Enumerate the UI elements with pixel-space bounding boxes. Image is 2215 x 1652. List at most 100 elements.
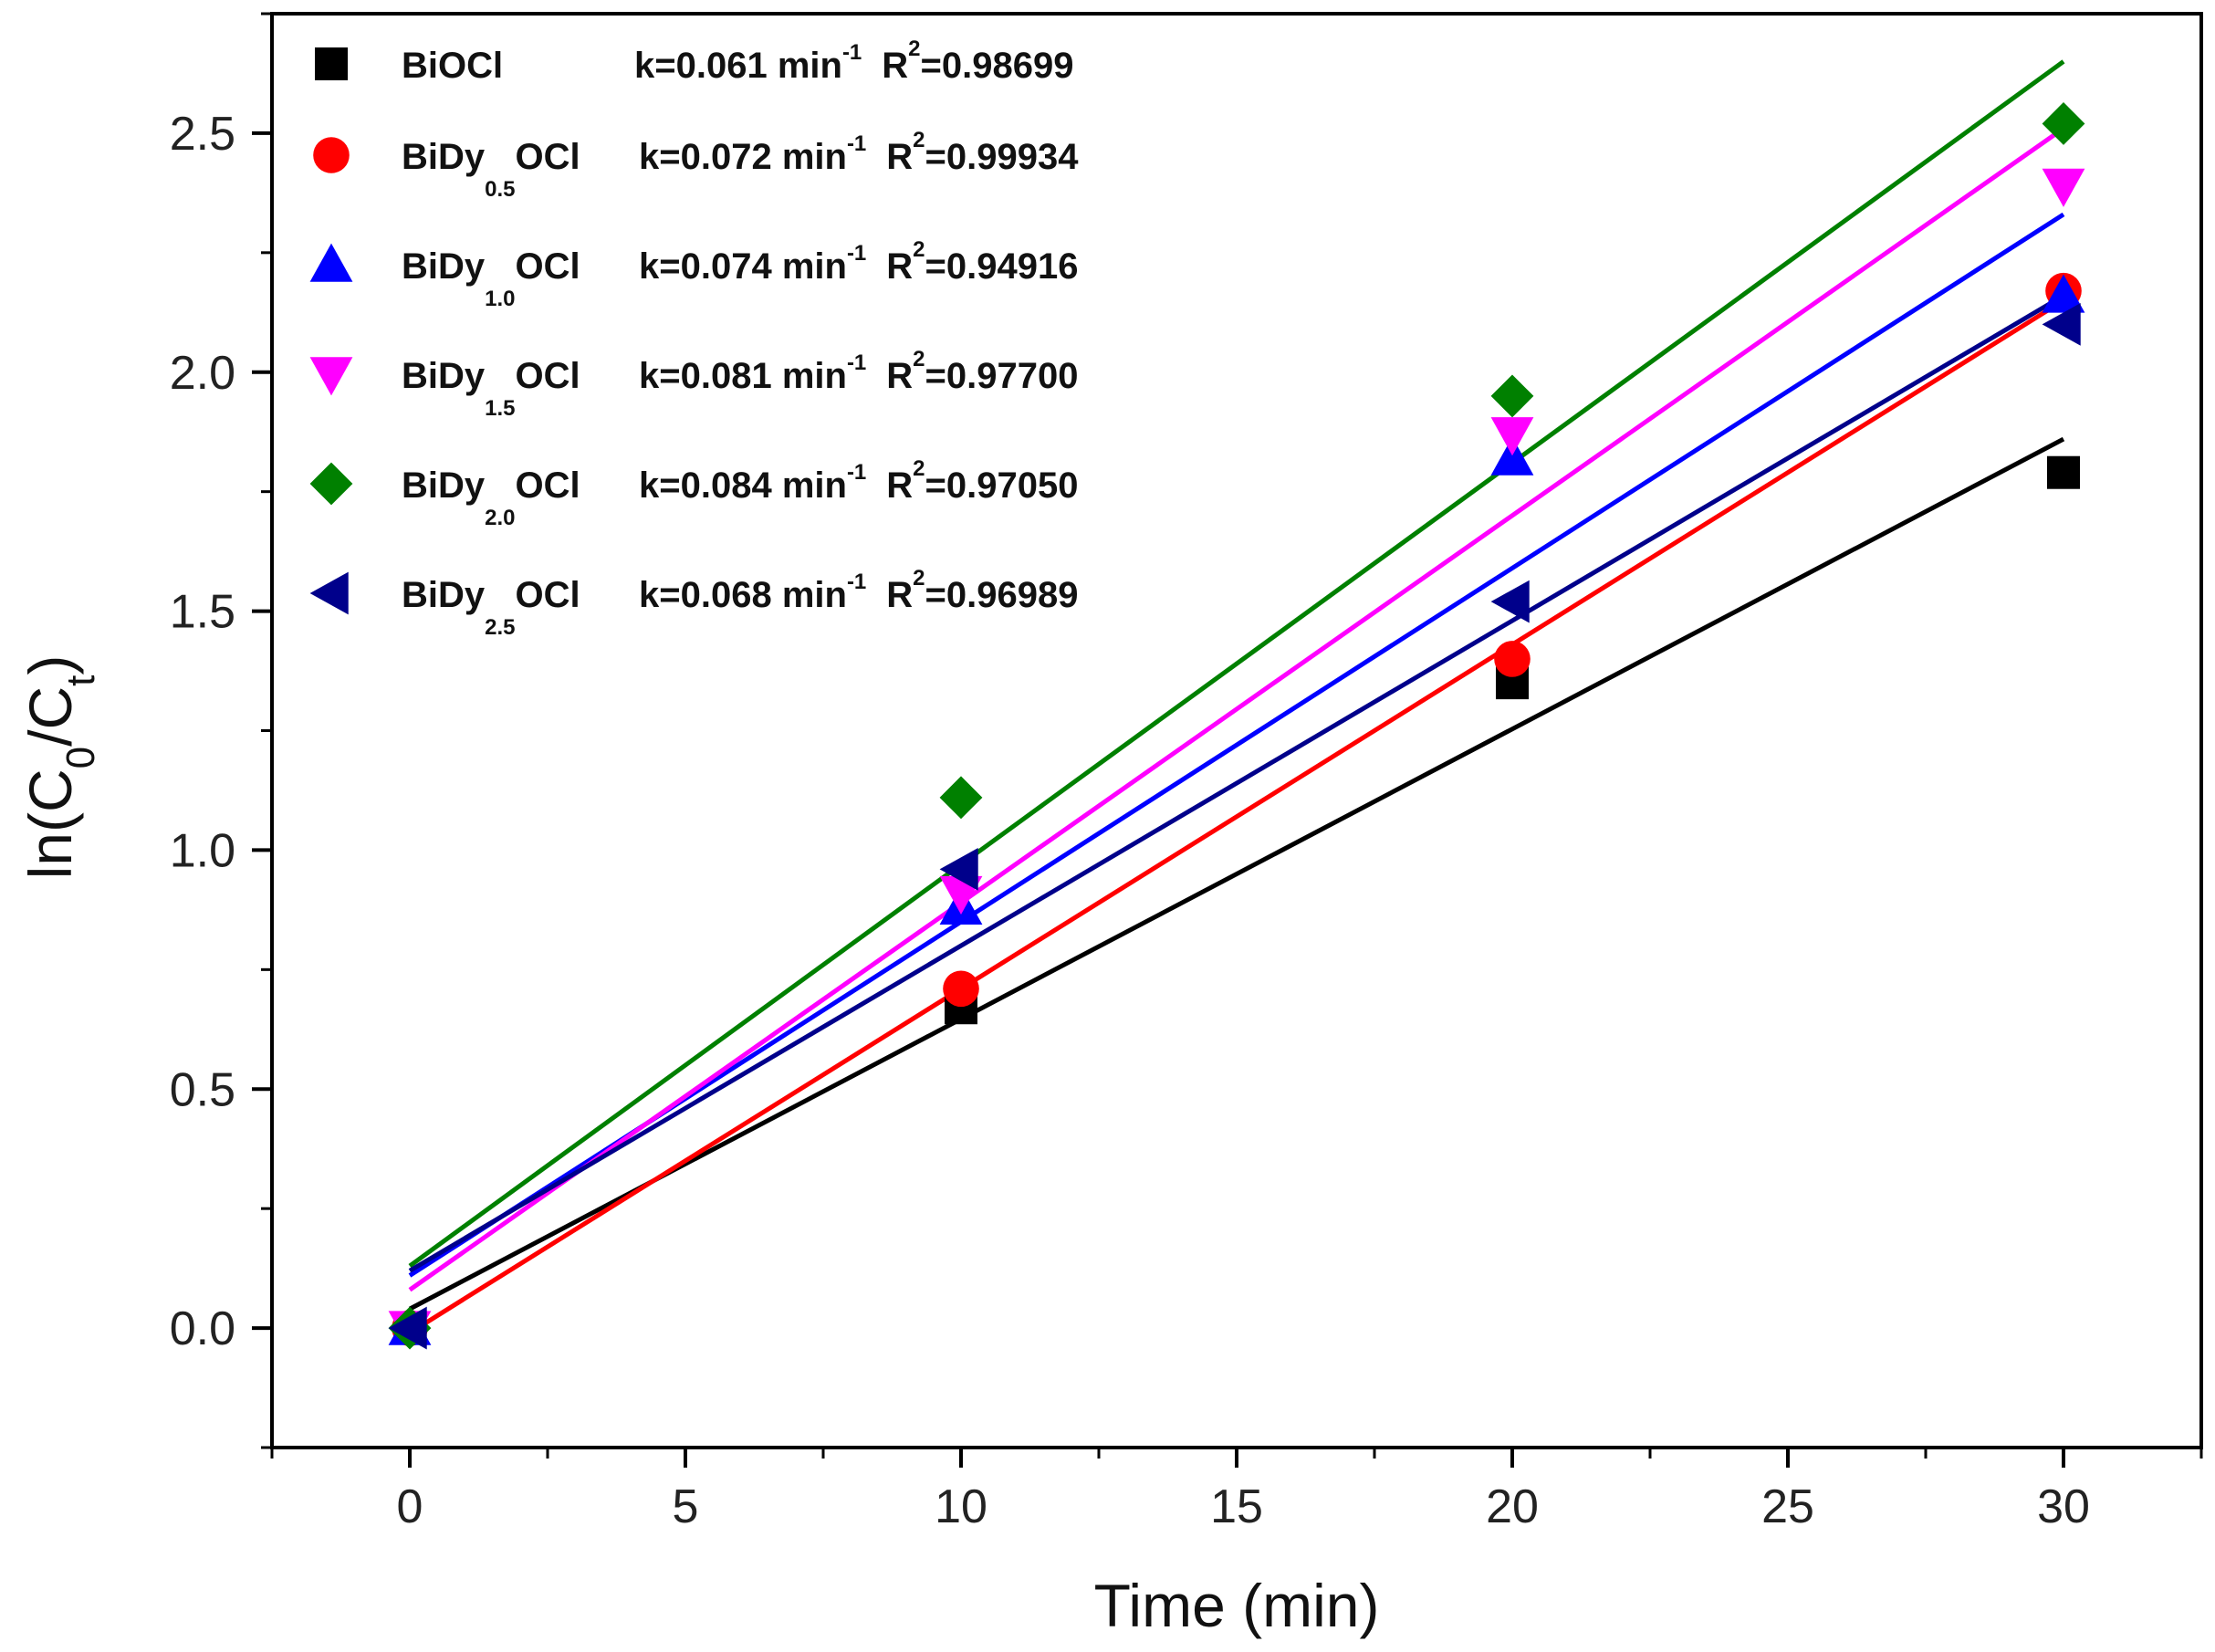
legend-rate-part: k=0.061 min — [634, 46, 842, 86]
legend-rate-constant: k=0.074 min-1 R2=0.94916 — [639, 237, 1078, 287]
legend-r2-superscript: 2 — [913, 566, 925, 591]
y-axis-title-part: 0 — [58, 747, 103, 768]
legend-rate-part: k=0.081 min — [639, 356, 847, 396]
data-point — [939, 847, 978, 891]
legend-r2-value: =0.97050 — [925, 465, 1079, 506]
y-axis: 0.0 0.5 1.0 1.5 2.0 2.5 — [170, 12, 272, 1449]
legend-rate-part: k=0.072 min — [639, 137, 847, 177]
fit-line — [408, 126, 2065, 1292]
data-point — [943, 970, 979, 1008]
legend-series-name-part: BiOCl — [402, 46, 503, 86]
legend-r2-prefix: R — [886, 575, 913, 615]
legend-unit-superscript: -1 — [847, 131, 866, 156]
legend-rate-constant: k=0.072 min-1 R2=0.99934 — [639, 128, 1079, 177]
legend-rate-part: k=0.074 min — [639, 246, 847, 287]
data-point — [2042, 302, 2081, 346]
y-tick-label: 1.5 — [170, 586, 235, 639]
data-point — [2042, 274, 2085, 313]
x-axis-title: Time (min) — [1094, 1572, 1380, 1639]
y-tick-label: 0.5 — [170, 1063, 235, 1116]
data-point — [1490, 374, 1534, 418]
legend-r2-value: =0.97700 — [925, 356, 1079, 396]
fit-line — [408, 59, 2065, 1269]
x-tick-label: 0 — [397, 1480, 423, 1533]
fit-lines — [408, 59, 2065, 1335]
y-axis-title-part: ) — [16, 655, 84, 675]
data-point — [2047, 455, 2080, 489]
data-point — [2042, 102, 2085, 145]
legend-unit-superscript: -1 — [847, 570, 866, 594]
legend-series-name-part: BiDy — [402, 246, 486, 287]
legend-r2-superscript: 2 — [913, 347, 925, 371]
legend-rate-part: k=0.068 min — [639, 575, 847, 615]
data-markers — [388, 102, 2085, 1350]
legend-r2-value: =0.99934 — [925, 137, 1080, 177]
data-point — [939, 776, 983, 820]
legend-rate-part: k=0.084 min — [639, 465, 847, 506]
legend-r2-value: =0.98699 — [921, 46, 1074, 86]
x-axis: 0 5 10 15 20 25 30 — [270, 1448, 2203, 1533]
data-point — [1490, 436, 1534, 476]
legend-r2-prefix: R — [882, 46, 908, 86]
y-axis-title-part: t — [58, 675, 103, 686]
data-point — [1490, 580, 1530, 623]
legend-r2-prefix: R — [886, 137, 913, 177]
legend-series-name-sub: 2.0 — [485, 506, 515, 530]
x-tick-label: 25 — [1761, 1480, 1814, 1533]
legend-series-name-part: BiDy — [402, 137, 486, 177]
legend-r2-prefix: R — [886, 246, 913, 287]
fit-line — [408, 298, 2065, 1335]
legend-rate-constant: k=0.081 min-1 R2=0.97700 — [639, 347, 1078, 396]
x-tick-label: 30 — [2037, 1480, 2090, 1533]
legend-unit-superscript: -1 — [842, 40, 862, 65]
legend-r2-value: =0.96989 — [925, 575, 1079, 615]
y-tick-label: 2.0 — [170, 347, 235, 400]
data-point — [388, 1306, 427, 1350]
legend-unit-superscript: -1 — [847, 350, 866, 375]
legend-series-name-part: BiDy — [402, 575, 486, 615]
legend-unit-superscript: -1 — [847, 241, 866, 266]
plot-frame — [270, 12, 2203, 1449]
legend-r2-value: =0.94916 — [925, 246, 1079, 287]
y-axis-title-part: ln(C — [16, 768, 84, 879]
fit-line — [408, 293, 2065, 1273]
plot-border — [270, 12, 2203, 1449]
legend-series-name-sub: 0.5 — [485, 177, 515, 202]
legend-r2-prefix: R — [886, 356, 913, 396]
fit-line — [408, 436, 2065, 1312]
legend-series-name-sub: 2.5 — [485, 615, 515, 640]
legend-marker — [315, 47, 348, 80]
legend-series-name: BiDy0.5OCl — [402, 137, 580, 202]
legend-series-name-part: OCl — [516, 246, 580, 287]
legend-marker — [309, 357, 353, 396]
legend-series-name-part: BiDy — [402, 465, 486, 506]
y-axis-title-part: /C — [16, 686, 84, 747]
legend-rate-constant: k=0.084 min-1 R2=0.97050 — [639, 456, 1078, 506]
legend-r2-superscript: 2 — [908, 37, 920, 61]
legend-marker — [309, 462, 353, 506]
legend-rate-constant: k=0.068 min-1 R2=0.96989 — [639, 566, 1078, 615]
legend-series-name-sub: 1.0 — [485, 287, 515, 311]
legend-marker — [313, 137, 350, 173]
legend-unit-superscript: -1 — [847, 460, 866, 485]
y-tick-label: 0.0 — [170, 1302, 235, 1355]
y-tick-label: 1.0 — [170, 824, 235, 877]
y-tick-label: 2.5 — [170, 108, 235, 161]
data-point — [1494, 641, 1531, 677]
legend-series-name: BiDy1.0OCl — [402, 246, 580, 311]
x-tick-label: 20 — [1486, 1480, 1539, 1533]
legend-series-name: BiOCl — [402, 46, 503, 86]
legend-series-name-part: OCl — [516, 137, 580, 177]
legend-marker — [309, 243, 353, 282]
legend-r2-superscript: 2 — [913, 456, 925, 481]
legend-r2-prefix: R — [886, 465, 913, 506]
legend-series-name-part: OCl — [516, 465, 580, 506]
data-point — [1490, 417, 1534, 456]
data-point — [2042, 168, 2085, 207]
legend-series-name-sub: 1.5 — [485, 396, 515, 421]
legend-r2-superscript: 2 — [913, 128, 925, 152]
x-tick-label: 15 — [1210, 1480, 1263, 1533]
x-tick-label: 10 — [935, 1480, 987, 1533]
